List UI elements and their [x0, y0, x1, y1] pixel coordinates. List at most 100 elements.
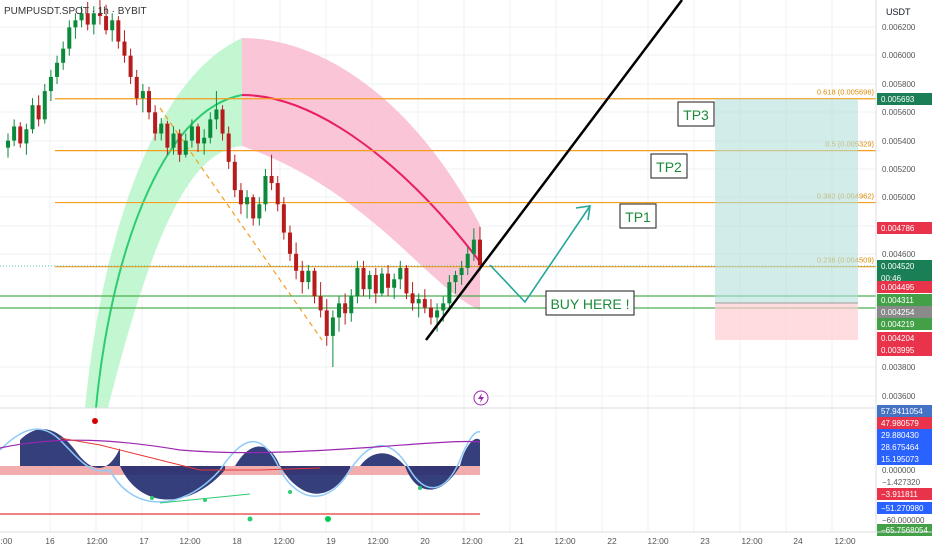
candle-body-60 [373, 275, 378, 294]
tp2-label: TP2 [656, 159, 682, 175]
time-tick-3: 17 [139, 536, 149, 546]
pink-band [242, 38, 480, 310]
symbol-title: PUMPUSDT.SPOT · 1h · BYBIT [4, 6, 147, 17]
candle-body-19 [122, 41, 127, 56]
price-badge-5 [877, 294, 932, 306]
osc-tick-1: −1.427320 [882, 478, 921, 487]
osc-tick-0: 0.000000 [882, 466, 916, 475]
candle-body-40 [251, 197, 256, 219]
candle-body-14 [91, 13, 96, 25]
candle-body-68 [422, 299, 427, 308]
candle-body-70 [435, 310, 440, 318]
candle-body-69 [428, 307, 433, 318]
price-badge-6 [877, 306, 932, 318]
candle-body-25 [159, 123, 164, 134]
candle-body-77 [478, 239, 482, 266]
price-badge-text-7: 0.004219 [881, 320, 915, 329]
candle-body-1 [12, 126, 17, 141]
candle-body-61 [379, 273, 384, 294]
candle-body-43 [269, 175, 274, 184]
candle-body-51 [318, 296, 323, 311]
osc-badge-1 [877, 417, 932, 429]
osc-badge-2 [877, 429, 932, 441]
position-loss-zone [715, 303, 858, 340]
candle-body-46 [287, 232, 292, 254]
candle-body-7 [48, 76, 53, 92]
candle-body-73 [453, 275, 458, 283]
candle-body-18 [116, 20, 121, 42]
time-tick-13: 22 [607, 536, 617, 546]
osc-signal-dot-red [92, 418, 98, 424]
price-tick-10: 0.003600 [882, 392, 916, 401]
tp1-box[interactable]: TP1 [619, 203, 657, 229]
candle-body-54 [337, 303, 342, 318]
candle-body-76 [471, 239, 476, 254]
green-band [85, 38, 242, 408]
price-badge-1 [877, 222, 932, 234]
candle-body-49 [306, 270, 311, 283]
candle-body-30 [189, 126, 194, 141]
price-badge-text-9: 0.003995 [881, 346, 915, 355]
time-tick-5: 18 [232, 536, 242, 546]
time-tick-12: 12:00 [554, 536, 576, 546]
candle-body-35 [220, 109, 225, 134]
price-badge-2 [877, 260, 932, 272]
time-tick-1: 16 [45, 536, 55, 546]
candle-body-53 [330, 317, 335, 336]
candle-body-24 [153, 112, 158, 134]
candle-body-27 [171, 133, 176, 148]
black-trendline[interactable] [425, 0, 683, 341]
candle-body-5 [36, 105, 41, 120]
candle-body-66 [410, 293, 415, 304]
candle-body-72 [447, 282, 452, 304]
osc-badge-text-4: 15.195073 [881, 455, 919, 464]
candle-body-42 [263, 175, 268, 205]
price-badge-0 [877, 93, 932, 105]
tp2-box[interactable]: TP2 [650, 153, 688, 179]
fib-label-0: 0.618 (0.005696) [817, 88, 875, 97]
candle-body-8 [55, 62, 60, 77]
candle-body-56 [349, 296, 354, 314]
candle-body-2 [18, 126, 23, 144]
candle-body-44 [275, 183, 280, 205]
candle-body-58 [361, 267, 366, 290]
osc-badge-text-6: −51.270980 [881, 504, 924, 513]
osc-line-red [59, 437, 321, 471]
price-badges: 0.005693 0.004786 0.004520 00:460.004495 0.0… [877, 93, 932, 356]
tp3-box[interactable]: TP3 [677, 101, 715, 127]
candle-body-11 [73, 20, 78, 28]
buy-here-box[interactable]: BUY HERE ! [545, 290, 635, 316]
time-axis[interactable]: 2:00 16 12:00 17 12:00 18 12:00 19 12:00 20 12:00 2… [0, 536, 856, 546]
price-tick-2: 0.005800 [882, 80, 916, 89]
time-tick-0: 2:00 [0, 536, 13, 546]
candle-body-59 [367, 275, 372, 290]
currency-label[interactable]: USDT [886, 7, 911, 17]
price-tick-1: 0.006000 [882, 51, 916, 60]
time-tick-4: 12:00 [179, 536, 201, 546]
candle-body-26 [165, 123, 170, 148]
candle-body-55 [343, 303, 348, 314]
price-badge-text-3: 00:46 [881, 274, 902, 283]
candle-body-17 [110, 20, 115, 31]
candle-body-36 [226, 133, 231, 162]
price-badge-7 [877, 318, 932, 330]
candle-body-45 [281, 204, 286, 233]
osc-badge-text-1: 47.980579 [881, 419, 919, 428]
candle-body-37 [232, 161, 237, 191]
price-tick-3: 0.005600 [882, 108, 916, 117]
time-tick-11: 21 [514, 536, 524, 546]
green-curve [95, 94, 243, 408]
osc-badge-text-0: 57.9411054 [881, 407, 923, 416]
candle-body-38 [238, 190, 243, 205]
osc-line-blue [0, 428, 481, 503]
candle-body-75 [465, 253, 470, 268]
price-badge-8 [877, 332, 932, 344]
candlestick-series [6, 0, 482, 367]
price-badge-text-8: 0.004204 [881, 334, 915, 343]
osc-badge-text-5: −3.911811 [881, 490, 918, 499]
tp1-label: TP1 [625, 209, 651, 225]
time-tick-14: 12:00 [647, 536, 669, 546]
lightning-icon[interactable] [473, 390, 489, 406]
time-tick-2: 12:00 [86, 536, 108, 546]
